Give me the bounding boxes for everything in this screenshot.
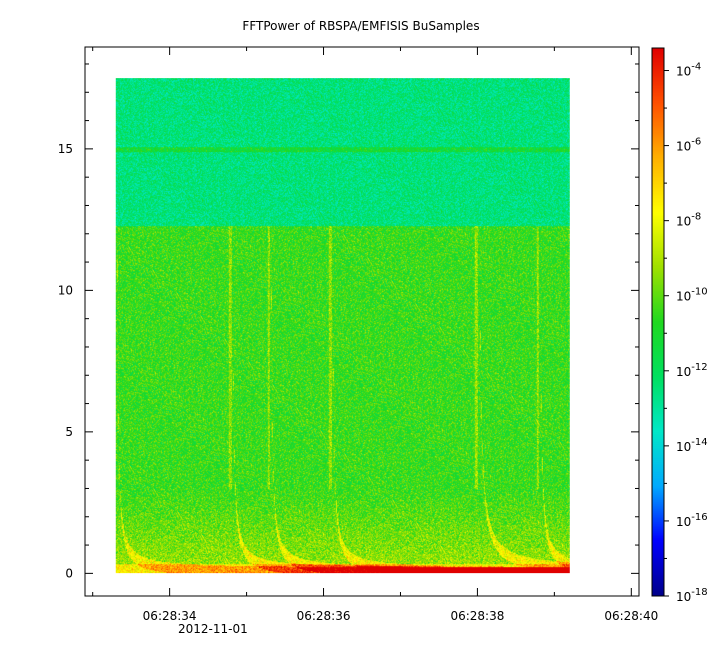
colorbar-tick-label: 10-6 <box>676 137 701 154</box>
y-tick-label: 5 <box>65 425 73 439</box>
x-tick-label: 06:28:40 <box>604 609 658 623</box>
x-tick-label: 06:28:38 <box>450 609 504 623</box>
y-tick-label: 0 <box>65 566 73 580</box>
chart-title: FFTPower of RBSPA/EMFISIS BuSamples <box>242 19 479 33</box>
y-tick-label: 15 <box>58 142 73 156</box>
colorbar-tick-label: 10-4 <box>676 62 701 79</box>
x-date-label: 2012-11-01 <box>178 622 248 636</box>
spectrogram-image <box>115 78 570 574</box>
colorbar-gradient <box>652 48 664 596</box>
colorbar-tick-label: 10-16 <box>676 512 708 529</box>
colorbar-tick-label: 10-14 <box>676 437 708 454</box>
colorbar-tick-label: 10-12 <box>676 362 708 379</box>
colorbar-ticks: 10-4 10-6 10-8 10-10 10-12 10-14 10-16 10-18 <box>664 62 708 604</box>
y-axis: 0 5 10 15 <box>58 63 639 580</box>
colorbar-frame <box>651 47 665 597</box>
colorbar-tick-label: 10-8 <box>676 212 701 229</box>
plot-area: 06:28:34 06:28:36 06:28:38 06:28:40 0 5 10 15 <box>58 46 658 623</box>
plot-frame <box>84 46 640 597</box>
x-tick-label: 06:28:36 <box>297 609 351 623</box>
colorbar-tick-label: 10-18 <box>676 587 708 604</box>
colorbar: 10-4 10-6 10-8 10-10 10-12 10-14 10-16 10-18 <box>651 47 708 604</box>
x-tick-label: 06:28:34 <box>143 609 197 623</box>
x-axis: 06:28:34 06:28:36 06:28:38 06:28:40 <box>92 47 658 623</box>
y-tick-label: 10 <box>58 283 73 297</box>
colorbar-tick-label: 10-10 <box>676 287 708 304</box>
